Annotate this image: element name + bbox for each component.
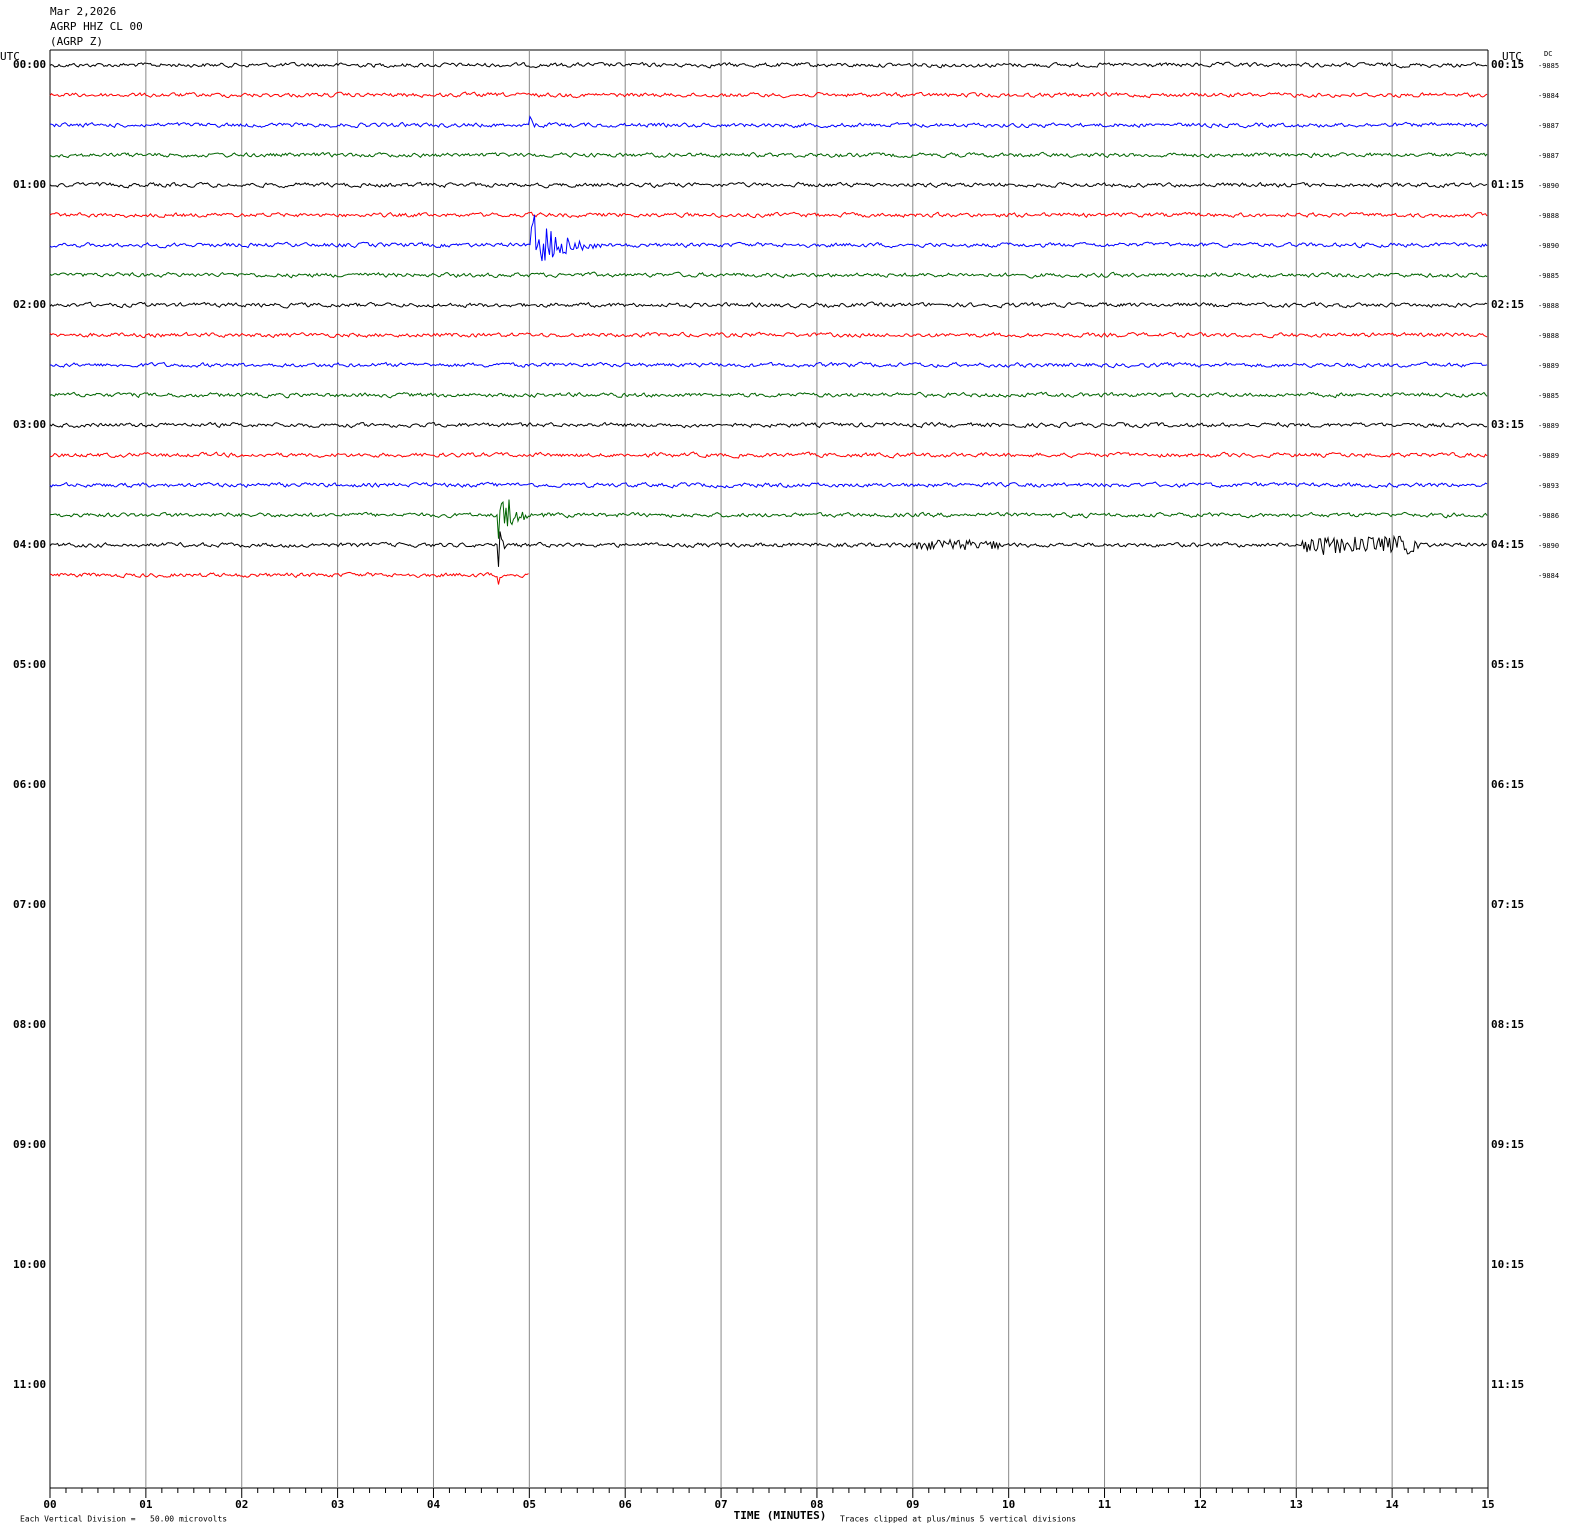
dc-value: -9887 xyxy=(1538,122,1559,130)
trace xyxy=(49,91,1488,99)
trace xyxy=(49,451,1488,459)
trace xyxy=(49,391,1488,399)
left-label: 10:00 xyxy=(13,1258,46,1271)
dc-value: -9888 xyxy=(1538,302,1559,310)
left-label: 03:00 xyxy=(13,418,46,431)
dc-value: -9884 xyxy=(1538,92,1559,100)
dc-value: -9885 xyxy=(1538,272,1559,280)
trace xyxy=(49,181,1488,189)
x-tick-label: 06 xyxy=(619,1498,633,1511)
x-tick-label: 08 xyxy=(810,1498,823,1511)
right-label: 00:15 xyxy=(1491,58,1524,71)
date: Mar 2,2026 xyxy=(50,5,116,18)
right-label: 03:15 xyxy=(1491,418,1524,431)
trace xyxy=(49,331,1488,339)
trace xyxy=(49,301,1488,309)
right-label: 09:15 xyxy=(1491,1138,1524,1151)
right-label: 02:15 xyxy=(1491,298,1524,311)
dc-value: -9885 xyxy=(1538,62,1559,70)
x-tick-label: 00 xyxy=(43,1498,56,1511)
right-label: 10:15 xyxy=(1491,1258,1524,1271)
x-tick-label: 02 xyxy=(235,1498,248,1511)
channel: AGRP HHZ CL 00 xyxy=(50,20,143,33)
x-tick-label: 05 xyxy=(523,1498,536,1511)
x-tick-label: 01 xyxy=(139,1498,153,1511)
trace xyxy=(49,271,1488,279)
left-label: 08:00 xyxy=(13,1018,46,1031)
left-label: 04:00 xyxy=(13,538,46,551)
x-axis-title: TIME (MINUTES) xyxy=(734,1509,827,1522)
scale-note: Each Vertical Division = 50.00 microvolt… xyxy=(20,1515,227,1524)
trace xyxy=(49,571,529,585)
x-tick-label: 07 xyxy=(714,1498,727,1511)
x-tick-label: 12 xyxy=(1194,1498,1207,1511)
dc-value: -9893 xyxy=(1538,482,1559,490)
trace xyxy=(49,151,1488,159)
trace xyxy=(49,481,1488,489)
dc-value: -9886 xyxy=(1538,512,1559,520)
left-label: 11:00 xyxy=(13,1378,46,1391)
left-label: 07:00 xyxy=(13,898,46,911)
x-tick-label: 10 xyxy=(1002,1498,1015,1511)
x-tick-label: 03 xyxy=(331,1498,344,1511)
right-axis-title: UTC xyxy=(1502,50,1522,63)
dc-value: -9890 xyxy=(1538,182,1559,190)
trace xyxy=(49,61,1488,69)
left-label: 01:00 xyxy=(13,178,46,191)
left-label: 09:00 xyxy=(13,1138,46,1151)
dc-title: DC xyxy=(1544,50,1552,58)
dc-value: -9889 xyxy=(1538,422,1559,430)
left-label: 00:00 xyxy=(13,58,46,71)
left-label: 06:00 xyxy=(13,778,46,791)
x-tick-label: 15 xyxy=(1481,1498,1494,1511)
dc-value: -9888 xyxy=(1538,212,1559,220)
right-label: 05:15 xyxy=(1491,658,1524,671)
dc-value: -9887 xyxy=(1538,152,1559,160)
dc-value: -9889 xyxy=(1538,452,1559,460)
trace xyxy=(49,115,1488,129)
right-label: 06:15 xyxy=(1491,778,1524,791)
dc-value: -9889 xyxy=(1538,362,1559,370)
x-tick-label: 11 xyxy=(1098,1498,1112,1511)
dc-value: -9890 xyxy=(1538,542,1559,550)
station: (AGRP Z) xyxy=(50,35,103,48)
dc-value: -9890 xyxy=(1538,242,1559,250)
left-label: 02:00 xyxy=(13,298,46,311)
x-tick-label: 04 xyxy=(427,1498,441,1511)
clip-note: Traces clipped at plus/minus 5 vertical … xyxy=(840,1515,1076,1524)
right-label: 11:15 xyxy=(1491,1378,1524,1391)
dc-value: -9888 xyxy=(1538,332,1559,340)
right-label: 04:15 xyxy=(1491,538,1524,551)
trace xyxy=(49,214,1488,262)
trace xyxy=(49,499,1488,539)
left-axis-title: UTC xyxy=(0,50,20,63)
trace xyxy=(49,211,1488,219)
trace xyxy=(49,361,1488,369)
right-label: 08:15 xyxy=(1491,1018,1524,1031)
trace xyxy=(49,421,1488,429)
x-tick-label: 09 xyxy=(906,1498,919,1511)
x-tick-label: 14 xyxy=(1386,1498,1400,1511)
right-label: 07:15 xyxy=(1491,898,1524,911)
trace xyxy=(49,531,1488,567)
x-tick-label: 13 xyxy=(1290,1498,1303,1511)
right-label: 01:15 xyxy=(1491,178,1524,191)
dc-value: -9885 xyxy=(1538,392,1559,400)
dc-value: -9884 xyxy=(1538,572,1559,580)
left-label: 05:00 xyxy=(13,658,46,671)
